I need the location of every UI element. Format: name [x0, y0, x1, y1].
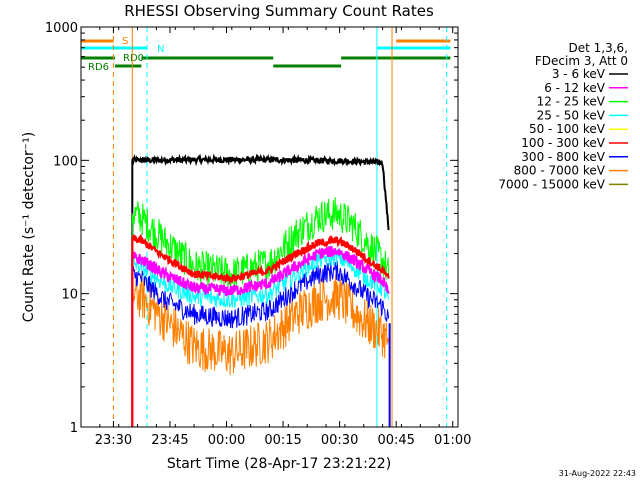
- flag-label-rd0: RD0: [123, 53, 144, 64]
- x-tick-label-2: 00:00: [208, 433, 245, 448]
- x-tick-label-3: 00:15: [264, 433, 301, 448]
- x-tick-label-5: 00:45: [377, 433, 414, 448]
- y-axis-label: Count Rate (s⁻¹ detector⁻¹): [21, 132, 37, 322]
- series-group: [131, 153, 391, 427]
- legend-label-800-7000-kev: 800 - 7000 keV: [514, 164, 606, 178]
- y-tick-label-0: 1: [70, 421, 78, 436]
- legend-label-6-12-kev: 6 - 12 keV: [544, 81, 606, 95]
- series-3-6-kev: [131, 153, 390, 427]
- legend-header-1: FDecim 3, Att 0: [535, 54, 628, 68]
- flag-bars: S N RD0 RD6: [81, 36, 451, 73]
- chart-title: RHESSI Observing Summary Count Rates: [124, 2, 434, 20]
- y-tick-label-2: 100: [53, 154, 78, 169]
- legend-label-3-6-kev: 3 - 6 keV: [552, 67, 606, 81]
- x-tick-label-6: 01:00: [434, 433, 471, 448]
- series-6-12-kev: [131, 245, 390, 427]
- legend-label-12-25-kev: 12 - 25 keV: [537, 95, 606, 109]
- y-tick-label-1: 10: [61, 288, 78, 303]
- axis-ticks: 23:30 23:45 00:00 00:15 00:30 00:45 01:00 1 10 10…: [45, 21, 472, 448]
- flag-label-n: N: [157, 44, 164, 55]
- flag-label-rd6: RD6: [88, 62, 109, 73]
- y-tick-label-3: 1000: [45, 21, 78, 36]
- x-tick-label-0: 23:30: [95, 433, 132, 448]
- legend-header-0: Det 1,3,6,: [569, 41, 629, 55]
- flag-label-s: S: [122, 36, 128, 47]
- series-100-300-kev: [131, 233, 390, 427]
- legend-label-25-50-kev: 25 - 50 keV: [537, 108, 606, 122]
- x-tick-label-4: 00:30: [321, 433, 358, 448]
- series-25-50-kev: [131, 248, 390, 427]
- legend-label-7000-15000-kev: 7000 - 15000 keV: [498, 177, 605, 191]
- footer-timestamp: 31-Aug-2022 22:43: [559, 469, 636, 478]
- legend-label-300-800-kev: 300 - 800 keV: [521, 150, 605, 164]
- series-300-800-kev: [131, 260, 390, 427]
- series-800-7000-kev: [131, 273, 390, 427]
- legend-label-100-300-kev: 100 - 300 keV: [521, 136, 605, 150]
- x-axis-label: Start Time (28-Apr-17 23:21:22): [167, 456, 391, 472]
- x-tick-label-1: 23:45: [151, 433, 188, 448]
- legend-label-50-100-kev: 50 - 100 keV: [529, 122, 606, 136]
